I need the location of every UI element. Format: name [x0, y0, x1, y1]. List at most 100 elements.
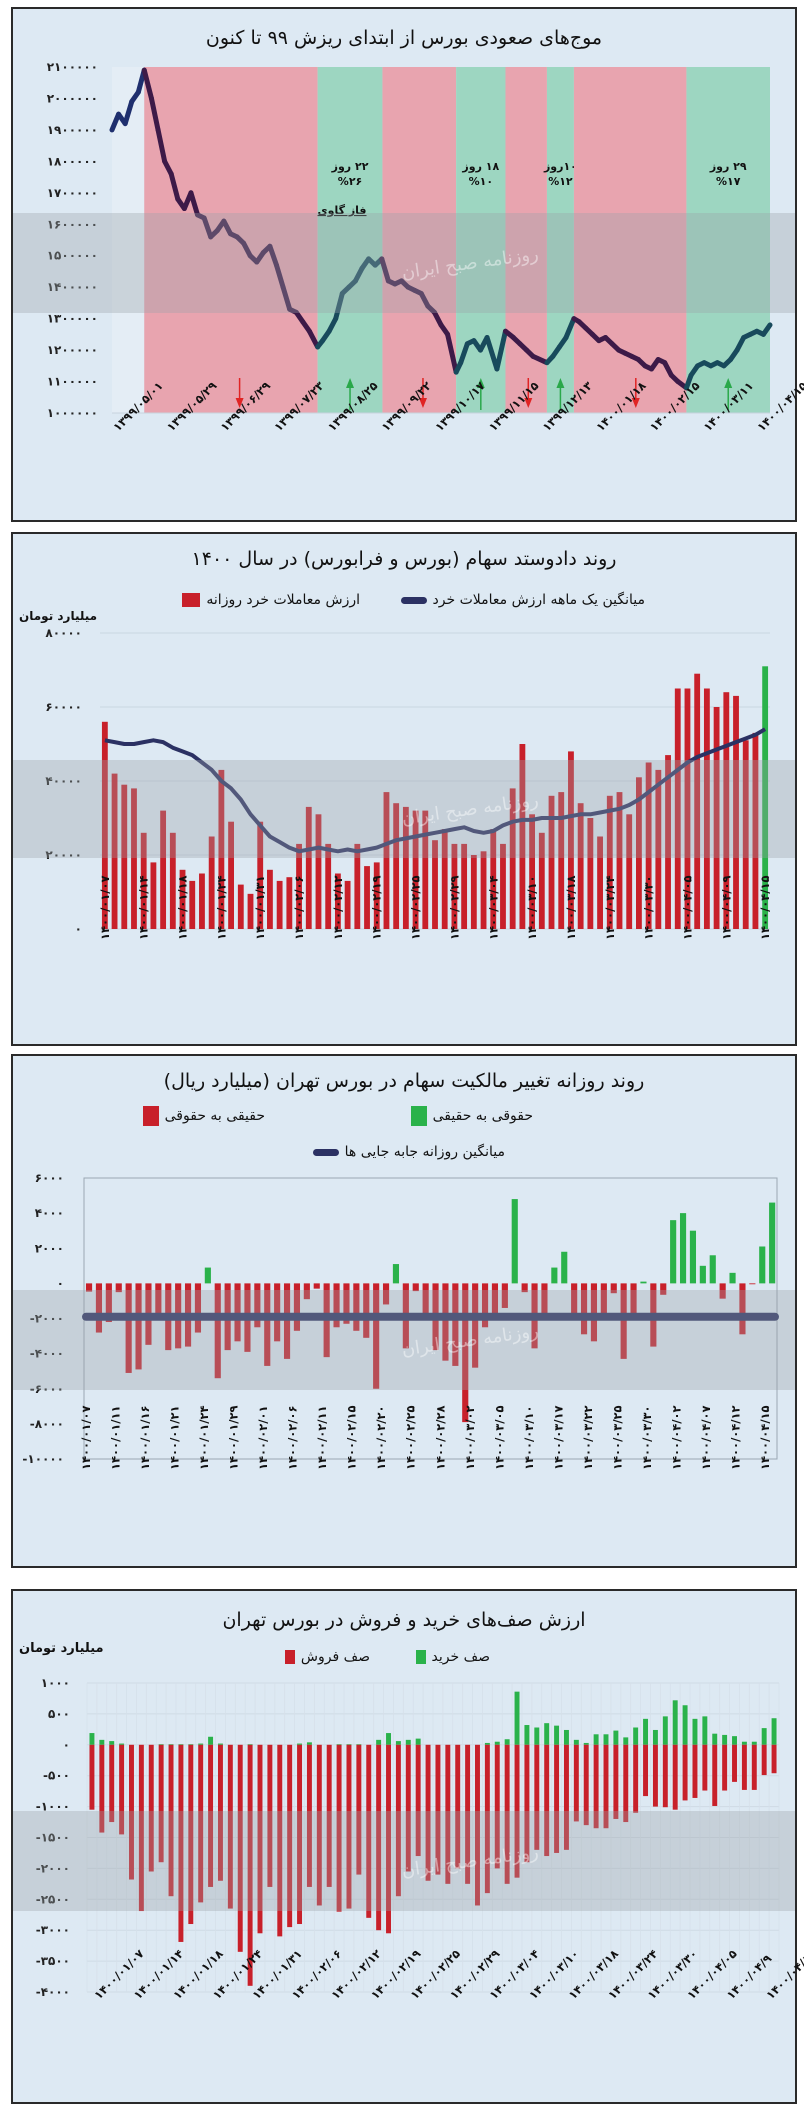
index-line-segment [168, 171, 181, 202]
bar [461, 843, 468, 929]
bar [645, 762, 652, 929]
bar [470, 855, 477, 929]
phase-band-up [686, 67, 770, 413]
bar [111, 773, 118, 929]
legend-line: میانگین یک ماهه ارزش معاملات خرد [400, 592, 645, 608]
y-tick-label: -۸۰۰۰ [30, 1417, 64, 1431]
bar-sell [366, 1744, 372, 1918]
bar [684, 688, 691, 929]
bar-positive [689, 1230, 697, 1284]
bar-buy [544, 1723, 550, 1745]
bar-buy [346, 1744, 352, 1745]
bar-negative [125, 1283, 132, 1373]
bar-buy [89, 1733, 95, 1745]
bar-sell [633, 1744, 639, 1813]
x-tick-label: ۱۴۰۰/۰۴/۱۵ [758, 1405, 772, 1470]
bar-positive [729, 1272, 736, 1284]
bar [334, 873, 341, 929]
bar [402, 806, 409, 929]
bar [412, 810, 419, 929]
bar-buy [306, 1742, 312, 1745]
bar-negative [491, 1283, 499, 1319]
bar-sell [247, 1744, 253, 1986]
bar-sell [554, 1744, 560, 1853]
bar-buy [524, 1725, 530, 1745]
bar [364, 866, 370, 929]
bar-positive [392, 1264, 400, 1284]
bar [121, 784, 128, 929]
legend-negative: حقیقی به حقوقی [142, 1106, 265, 1126]
bar-buy [494, 1741, 500, 1745]
bar-sell [544, 1744, 550, 1857]
bar-sell [277, 1744, 283, 1937]
x-tick-label: ۱۴۰۰/۰۱/۰۷ [98, 875, 112, 940]
bar-negative [571, 1283, 578, 1314]
bar [140, 832, 147, 929]
y-tick-label: ۴۰۰۰ [35, 1206, 64, 1220]
y-tick-label: -۵۰۰ [43, 1769, 70, 1783]
bar-negative [343, 1283, 350, 1324]
bar-sell [672, 1744, 678, 1810]
bar-sell [415, 1744, 421, 1857]
x-tick-label: ۱۴۰۰/۰۳/۳۰ [640, 1405, 654, 1470]
bar-sell [751, 1744, 757, 1790]
y-tick-label: ۶۰۰۰۰ [45, 700, 82, 714]
phase-band-down [505, 67, 547, 413]
bar-sell [99, 1744, 105, 1833]
bar [150, 862, 157, 929]
x-tick-label: ۱۴۰۰/۰۲/۱۲ [331, 875, 345, 940]
bar-negative [749, 1283, 756, 1285]
y-tick-label: ۸۰۰۰۰ [45, 626, 82, 640]
legend-average: میانگین روزانه جابه جایی ها [312, 1144, 505, 1160]
bar-negative [620, 1283, 627, 1359]
bar-sell [761, 1744, 767, 1776]
bar-buy [741, 1741, 747, 1745]
y-tick-label: -۱۵۰۰ [36, 1831, 70, 1845]
bar-sell [405, 1744, 411, 1872]
x-tick-label: ۱۴۰۰/۰۱/۲۴ [214, 875, 228, 940]
bar-sell [573, 1744, 579, 1822]
bar-sell [356, 1744, 362, 1875]
y-tick-label: ۱۸۰۰۰۰۰ [47, 154, 98, 168]
legend-label: صف خرید [431, 1649, 490, 1665]
x-tick-label: ۱۴۰۰/۰۲/۱۵ [345, 1405, 359, 1470]
x-tick-label: ۱۴۰۰/۰۱/۳۱ [253, 875, 267, 940]
index-line-segment [201, 215, 214, 240]
bar [344, 880, 351, 929]
bar [587, 818, 594, 929]
bar [606, 795, 613, 929]
bar-buy [771, 1718, 777, 1745]
x-tick-label: ۱۴۰۰/۰۲/۲۹ [447, 875, 461, 940]
bar-negative [363, 1283, 370, 1338]
index-line-segment [379, 256, 391, 284]
bar-sell [119, 1744, 125, 1835]
bar-negative [293, 1283, 301, 1331]
y-tick-label: ۱۳۰۰۰۰۰ [47, 312, 98, 326]
bar-negative [382, 1283, 390, 1305]
y-tick-label: ۶۰۰۰ [35, 1171, 64, 1185]
y-tick-label: -۶۰۰۰ [30, 1382, 64, 1396]
bar [296, 843, 302, 929]
x-tick-label: ۱۴۰۰/۰۲/۲۸ [433, 1405, 447, 1470]
bar-positive [699, 1265, 706, 1284]
bar-buy [692, 1718, 698, 1745]
bar [655, 769, 662, 929]
index-line-segment [306, 328, 321, 350]
y-axis-unit: میلیارد تومان [19, 1641, 104, 1656]
bar-negative [254, 1283, 261, 1328]
bar [101, 721, 108, 929]
bar-positive [679, 1213, 687, 1284]
index-line-segment [274, 262, 286, 290]
bar-positive [561, 1251, 568, 1284]
index-line-segment [141, 67, 154, 101]
bar-buy [188, 1744, 194, 1745]
bar [616, 792, 623, 929]
index-line-segment [563, 316, 577, 341]
bar [577, 803, 584, 929]
y-tick-label: ۱۰۰۰۰۰۰ [47, 406, 98, 420]
y-tick-label: -۲۰۰۰ [36, 1861, 70, 1875]
x-tick-label: ۱۴۰۰/۰۱/۰۷ [79, 1405, 93, 1470]
x-tick-label: ۱۴۰۰/۰۴/۱۲ [728, 1405, 742, 1470]
bar-negative [353, 1283, 360, 1331]
bar-sell [395, 1744, 401, 1897]
